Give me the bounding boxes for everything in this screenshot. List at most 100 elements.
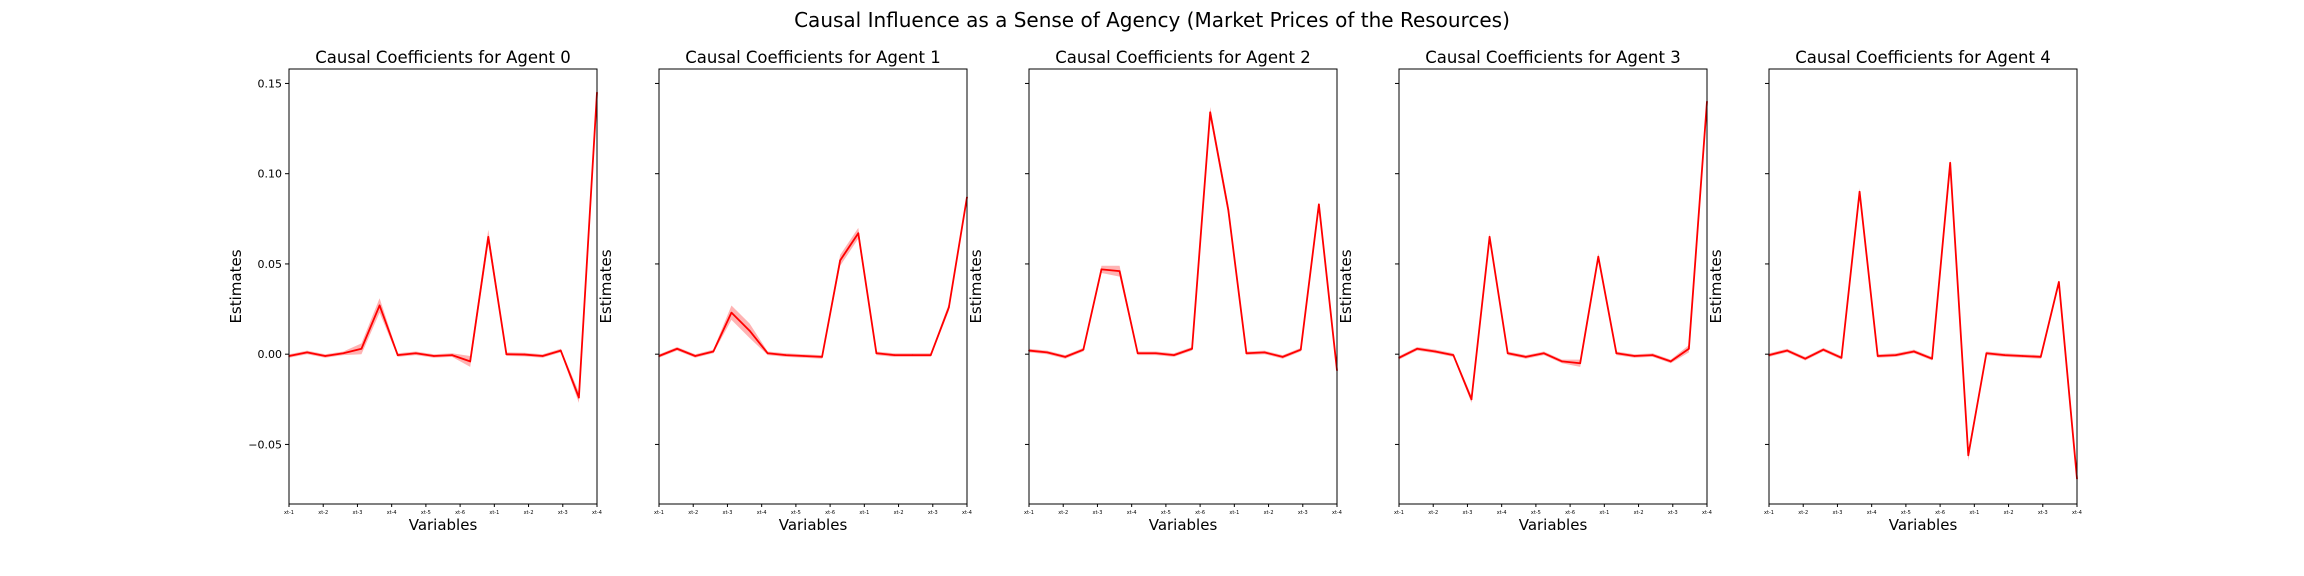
data-point bbox=[1822, 348, 1825, 351]
x-tick-label: xt-1 bbox=[1599, 510, 1609, 516]
y-axis-label: Estimates bbox=[227, 249, 245, 323]
data-point bbox=[1191, 347, 1193, 350]
data-point bbox=[1804, 357, 1807, 360]
x-tick-label: xt-4 bbox=[962, 510, 972, 516]
data-point bbox=[694, 355, 697, 357]
data-point bbox=[578, 396, 580, 399]
subplot-agent-2: Causal Coefficients for Agent 2 xt-1 xt-2 x… bbox=[967, 48, 1342, 534]
data-point bbox=[766, 352, 769, 355]
data-point bbox=[433, 355, 435, 357]
x-tick-label: xt-2 bbox=[1264, 510, 1274, 516]
data-point bbox=[1786, 349, 1788, 352]
data-point bbox=[1470, 398, 1473, 401]
data-point bbox=[2039, 356, 2042, 358]
data-point bbox=[748, 329, 751, 332]
x-tick-label: xt-4 bbox=[1702, 510, 1712, 516]
x-tick-label: xt-6 bbox=[1935, 510, 1945, 516]
data-point bbox=[1876, 355, 1879, 357]
data-point bbox=[1136, 352, 1139, 355]
estimate-band bbox=[1029, 106, 1337, 375]
data-point bbox=[1913, 350, 1915, 353]
estimate-line bbox=[1398, 101, 1708, 401]
data-point bbox=[893, 354, 896, 356]
subplot-title: Causal Coefficients for Agent 2 bbox=[1055, 48, 1310, 67]
subplot-agent-3: Causal Coefficients for Agent 3 xt-1 xt-2 x… bbox=[1337, 48, 1712, 534]
x-tick-label: xt-4 bbox=[757, 510, 767, 516]
subplot-title: Causal Coefficients for Agent 3 bbox=[1425, 48, 1680, 67]
x-tick-label: xt-3 bbox=[558, 510, 568, 516]
data-point bbox=[559, 349, 562, 352]
data-point bbox=[948, 306, 950, 309]
x-tick-label: xt-1 bbox=[489, 510, 499, 516]
x-tick-label: xt-1 bbox=[284, 510, 294, 516]
data-point bbox=[342, 352, 345, 355]
x-tick-label: xt-6 bbox=[1565, 510, 1575, 516]
x-tick-label: xt-3 bbox=[722, 510, 732, 516]
x-axis-label: Variables bbox=[779, 516, 848, 534]
subplot-title: Causal Coefficients for Agent 1 bbox=[685, 48, 940, 67]
x-tick-label: xt-3 bbox=[928, 510, 938, 516]
subplot-title: Causal Coefficients for Agent 4 bbox=[1795, 48, 2050, 67]
plot-frame bbox=[1768, 68, 2078, 505]
data-point bbox=[1155, 352, 1157, 355]
x-axis-label: Variables bbox=[1889, 516, 1958, 534]
figure-title: Causal Influence as a Sense of Agency (M… bbox=[794, 8, 1510, 32]
y-tick-label: 0.05 bbox=[258, 258, 283, 271]
x-tick-label: xt-1 bbox=[859, 510, 869, 516]
data-point bbox=[1209, 111, 1211, 114]
data-point bbox=[839, 259, 841, 262]
x-tick-label: xt-6 bbox=[1195, 510, 1205, 516]
x-tick-label: xt-1 bbox=[1969, 510, 1979, 516]
x-tick-label: xt-2 bbox=[2004, 510, 2014, 516]
y-axis-label: Estimates bbox=[1707, 249, 1725, 323]
y-axis-label: Estimates bbox=[967, 249, 985, 323]
data-point bbox=[1579, 362, 1581, 365]
estimate-band bbox=[1769, 159, 2077, 485]
data-point bbox=[2021, 355, 2024, 357]
plot-frame bbox=[288, 68, 598, 505]
data-point bbox=[487, 236, 490, 238]
data-point bbox=[857, 232, 860, 235]
estimate-line bbox=[288, 92, 598, 399]
x-tick-label: xt-5 bbox=[1531, 510, 1541, 516]
data-point bbox=[541, 355, 544, 357]
x-tick-label: xt-1 bbox=[1229, 510, 1239, 516]
data-point bbox=[1263, 351, 1266, 354]
data-point bbox=[1597, 255, 1600, 258]
y-tick-label: 0.10 bbox=[258, 168, 283, 181]
data-point bbox=[875, 352, 878, 355]
x-tick-label: xt-4 bbox=[1127, 510, 1137, 516]
data-point bbox=[469, 360, 471, 363]
data-point bbox=[1669, 360, 1672, 363]
data-point bbox=[1858, 190, 1861, 193]
data-point bbox=[785, 354, 787, 356]
data-point bbox=[1318, 203, 1320, 206]
x-tick-label: xt-2 bbox=[524, 510, 534, 516]
data-point bbox=[1488, 236, 1491, 238]
x-axis-label: Variables bbox=[409, 516, 478, 534]
x-tick-label: xt-5 bbox=[421, 510, 431, 516]
data-point bbox=[523, 353, 526, 356]
x-tick-label: xt-6 bbox=[825, 510, 835, 516]
x-tick-label: xt-3 bbox=[1832, 510, 1842, 516]
x-tick-label: xt-1 bbox=[1024, 510, 1034, 516]
x-tick-label: xt-5 bbox=[1161, 510, 1171, 516]
plot-frame bbox=[658, 68, 968, 505]
data-point bbox=[1615, 352, 1618, 355]
y-tick-label: −0.05 bbox=[248, 438, 282, 451]
x-tick-label: xt-1 bbox=[1764, 510, 1774, 516]
data-point bbox=[1931, 357, 1933, 360]
x-tick-label: xt-3 bbox=[1092, 510, 1102, 516]
x-tick-label: xt-2 bbox=[894, 510, 904, 516]
data-point bbox=[1525, 356, 1527, 358]
x-tick-label: xt-4 bbox=[1332, 510, 1342, 516]
x-tick-label: xt-4 bbox=[2072, 510, 2082, 516]
x-axis-label: Variables bbox=[1519, 516, 1588, 534]
subplot-agent-1: Causal Coefficients for Agent 1 xt-1 xt-2 x… bbox=[597, 48, 972, 534]
data-point bbox=[1046, 351, 1048, 354]
data-point bbox=[1633, 355, 1636, 357]
x-tick-label: xt-2 bbox=[688, 510, 698, 516]
data-point bbox=[360, 347, 363, 350]
data-point bbox=[1543, 352, 1545, 355]
x-tick-label: xt-1 bbox=[1394, 510, 1404, 516]
